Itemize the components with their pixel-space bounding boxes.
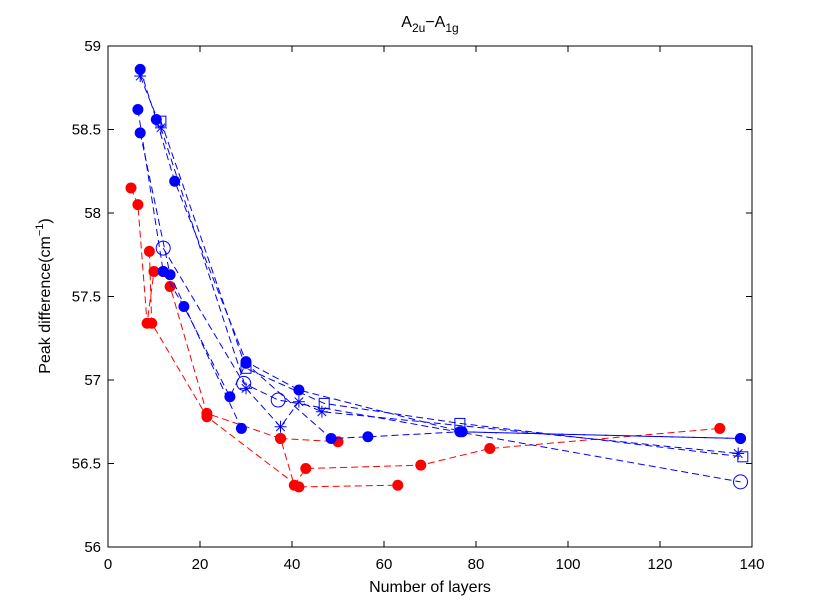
- y-tick-label: 57: [84, 372, 101, 389]
- data-point: [164, 280, 176, 292]
- star-stroke: [135, 71, 145, 81]
- title-sub-1: 2u: [412, 21, 425, 35]
- data-point: [293, 481, 305, 493]
- data-point: [737, 451, 749, 463]
- data-point: [169, 175, 181, 187]
- data-point: [146, 317, 158, 329]
- star-stroke: [156, 123, 166, 133]
- y-tick-label: 59: [84, 38, 101, 55]
- star-stroke: [317, 407, 327, 417]
- data-point: [155, 240, 171, 256]
- data-point: [240, 382, 252, 395]
- data-point: [201, 411, 213, 423]
- series-layer: [125, 63, 749, 493]
- data-point: [325, 432, 337, 444]
- data-point: [300, 463, 312, 475]
- y-axis-title-close: ): [37, 218, 54, 223]
- x-axis-title: Number of layers: [369, 579, 491, 596]
- data-point: [292, 395, 305, 408]
- data-point: [132, 199, 144, 211]
- data-point: [274, 420, 287, 433]
- data-point: [484, 442, 496, 454]
- data-point: [392, 479, 404, 491]
- star-stroke: [241, 383, 251, 393]
- data-point: [236, 375, 252, 391]
- data-point: [362, 431, 374, 443]
- y-axis-title-sup: −1: [34, 224, 46, 237]
- data-point: [733, 474, 748, 490]
- tick-layer: 0 20 40 60 80 100 120 140 56 56.5 57 57.5 58 58.5 59: [72, 38, 765, 573]
- data-point: [235, 422, 247, 434]
- chart-title: A2u−A1g: [401, 14, 458, 35]
- data-point: [178, 301, 190, 313]
- star-stroke: [275, 422, 286, 432]
- y-tick-label: 56: [84, 539, 101, 556]
- data-point: [155, 115, 167, 127]
- series-red-dots-b: [143, 245, 404, 493]
- y-tick-label: 56.5: [72, 456, 101, 473]
- title-sub-2: 1g: [445, 21, 458, 35]
- data-point: [454, 417, 466, 429]
- x-tick-label: 40: [284, 556, 301, 573]
- series-line: [162, 247, 741, 483]
- data-point: [134, 63, 146, 75]
- data-point: [154, 121, 167, 134]
- x-tick-label: 120: [647, 556, 672, 573]
- star-stroke: [294, 397, 304, 407]
- x-tick-label: 20: [192, 556, 209, 573]
- data-point: [240, 362, 252, 374]
- x-tick-label: 60: [376, 556, 393, 573]
- data-point: [143, 245, 155, 257]
- data-point: [415, 459, 427, 471]
- data-point: [275, 432, 286, 444]
- data-point: [735, 432, 746, 444]
- title-dash: −A: [425, 14, 445, 31]
- y-axis-title: Peak difference(cm−1): [34, 218, 54, 373]
- data-point: [132, 103, 144, 115]
- x-tick-label: 80: [468, 556, 485, 573]
- data-point: [315, 405, 328, 418]
- data-point: [125, 182, 137, 194]
- y-axis-title-text: Peak difference(cm: [37, 236, 54, 374]
- y-tick-label: 57.5: [72, 289, 101, 306]
- data-point: [134, 127, 146, 139]
- data-point: [714, 422, 726, 434]
- x-tick-label: 140: [739, 556, 764, 573]
- data-point: [134, 70, 147, 83]
- series-line: [160, 121, 743, 458]
- y-tick-label: 58: [84, 205, 101, 222]
- y-tick-label: 58.5: [72, 122, 101, 139]
- title-main: A: [401, 14, 412, 31]
- series-blue-dots-c: [134, 127, 247, 434]
- x-tick-label: 100: [555, 556, 580, 573]
- data-point: [164, 269, 176, 281]
- series-blue-circles: [155, 240, 748, 490]
- series-blue-squares: [155, 115, 749, 463]
- data-point: [270, 392, 286, 408]
- x-tick-label: 0: [104, 556, 112, 573]
- data-point: [148, 265, 160, 277]
- data-point: [224, 391, 236, 403]
